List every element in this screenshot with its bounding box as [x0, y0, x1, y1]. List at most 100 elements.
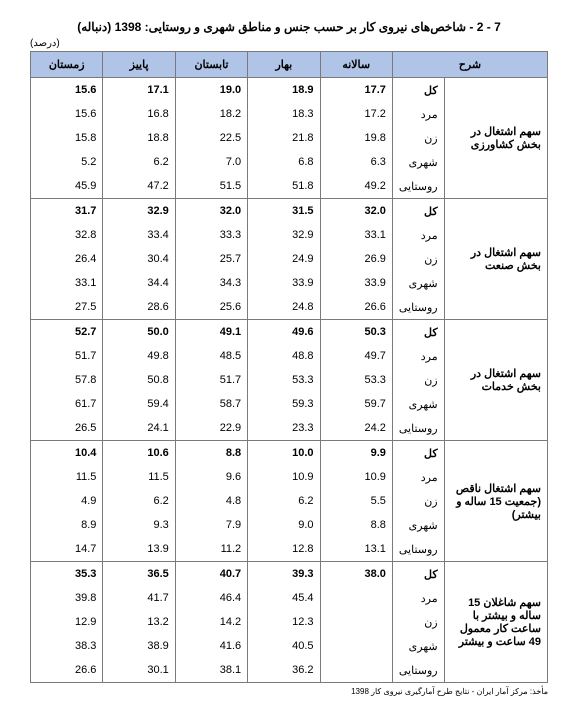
cell: 31.7 — [31, 199, 103, 224]
row-sub: کل — [392, 199, 444, 224]
table-row: سهم شاغلان 15 ساله و بیشتر با ساعت کار م… — [31, 562, 548, 587]
cell: 23.3 — [248, 416, 320, 441]
table-row: سهم اشتغال در بخش کشاورزیکل17.718.919.01… — [31, 78, 548, 103]
cell: 24.9 — [248, 247, 320, 271]
cell: 19.0 — [175, 78, 247, 103]
cell: 48.8 — [248, 344, 320, 368]
cell: 33.3 — [175, 223, 247, 247]
cell: 32.0 — [320, 199, 392, 224]
cell: 10.0 — [248, 441, 320, 466]
cell: 18.2 — [175, 102, 247, 126]
cell: 38.1 — [175, 658, 247, 683]
cell: 30.4 — [103, 247, 175, 271]
cell: 32.9 — [103, 199, 175, 224]
cell: 59.7 — [320, 392, 392, 416]
cell: 5.2 — [31, 150, 103, 174]
cell: 21.8 — [248, 126, 320, 150]
table-body: سهم اشتغال در بخش کشاورزیکل17.718.919.01… — [31, 78, 548, 683]
data-table: شرحسالانهبهارتابستانپاییززمستان سهم اشتغ… — [30, 51, 548, 683]
row-sub: شهری — [392, 392, 444, 416]
cell: 26.6 — [31, 658, 103, 683]
cell: 22.9 — [175, 416, 247, 441]
row-sub: کل — [392, 78, 444, 103]
cell: 49.1 — [175, 320, 247, 345]
cell: 4.9 — [31, 489, 103, 513]
cell: 6.2 — [103, 150, 175, 174]
cell: 51.8 — [248, 174, 320, 199]
cell: 14.2 — [175, 610, 247, 634]
cell: 58.7 — [175, 392, 247, 416]
cell: 41.7 — [103, 586, 175, 610]
cell: 38.9 — [103, 634, 175, 658]
row-sub: کل — [392, 441, 444, 466]
cell: 47.2 — [103, 174, 175, 199]
cell: 12.9 — [31, 610, 103, 634]
cell: 36.5 — [103, 562, 175, 587]
cell: 8.8 — [320, 513, 392, 537]
cell: 17.1 — [103, 78, 175, 103]
cell — [320, 658, 392, 683]
cell: 49.8 — [103, 344, 175, 368]
cell: 50.3 — [320, 320, 392, 345]
cell: 24.2 — [320, 416, 392, 441]
cell: 61.7 — [31, 392, 103, 416]
cell: 32.9 — [248, 223, 320, 247]
cell: 32.0 — [175, 199, 247, 224]
row-sub: زن — [392, 368, 444, 392]
cell: 51.5 — [175, 174, 247, 199]
row-sub: شهری — [392, 634, 444, 658]
cell: 33.1 — [320, 223, 392, 247]
cell: 6.3 — [320, 150, 392, 174]
cell: 41.6 — [175, 634, 247, 658]
cell: 9.0 — [248, 513, 320, 537]
table-title: 7 - 2 - شاخص‌های نیروی کار بر حسب جنس و … — [30, 20, 548, 34]
cell: 33.9 — [320, 271, 392, 295]
row-sub: زن — [392, 610, 444, 634]
cell: 34.4 — [103, 271, 175, 295]
cell: 53.3 — [320, 368, 392, 392]
cell: 33.9 — [248, 271, 320, 295]
cell: 22.5 — [175, 126, 247, 150]
cell: 6.2 — [103, 489, 175, 513]
cell: 24.8 — [248, 295, 320, 320]
cell: 8.8 — [175, 441, 247, 466]
table-footer: مأخذ: مرکز آمار ایران - نتایج طرح آمارگی… — [30, 687, 548, 696]
cell: 10.9 — [320, 465, 392, 489]
row-sub: روستایی — [392, 416, 444, 441]
group-label: سهم اشتغال در بخش خدمات — [444, 320, 547, 441]
row-sub: زن — [392, 489, 444, 513]
cell: 18.3 — [248, 102, 320, 126]
cell: 13.9 — [103, 537, 175, 562]
cell: 59.3 — [248, 392, 320, 416]
cell: 45.4 — [248, 586, 320, 610]
cell: 34.3 — [175, 271, 247, 295]
cell: 45.9 — [31, 174, 103, 199]
cell: 49.6 — [248, 320, 320, 345]
cell: 33.1 — [31, 271, 103, 295]
table-row: سهم اشتغال در بخش صنعتکل32.031.532.032.9… — [31, 199, 548, 224]
group-label: سهم اشتغال ناقص (جمعیت 15 ساله و بیشتر) — [444, 441, 547, 562]
row-sub: روستایی — [392, 658, 444, 683]
row-sub: شهری — [392, 150, 444, 174]
cell: 10.9 — [248, 465, 320, 489]
cell: 16.8 — [103, 102, 175, 126]
cell: 51.7 — [175, 368, 247, 392]
cell: 15.6 — [31, 78, 103, 103]
row-sub: کل — [392, 320, 444, 345]
row-sub: کل — [392, 562, 444, 587]
cell: 11.5 — [103, 465, 175, 489]
cell: 49.2 — [320, 174, 392, 199]
th-desc: شرح — [392, 52, 547, 78]
row-sub: روستایی — [392, 537, 444, 562]
th-6: زمستان — [31, 52, 103, 78]
th-2: سالانه — [320, 52, 392, 78]
cell — [320, 610, 392, 634]
cell — [320, 586, 392, 610]
cell: 12.8 — [248, 537, 320, 562]
table-row: سهم اشتغال در بخش خدماتکل50.349.649.150.… — [31, 320, 548, 345]
cell — [320, 634, 392, 658]
cell: 6.2 — [248, 489, 320, 513]
cell: 13.2 — [103, 610, 175, 634]
table-header-row: شرحسالانهبهارتابستانپاییززمستان — [31, 52, 548, 78]
cell: 26.9 — [320, 247, 392, 271]
